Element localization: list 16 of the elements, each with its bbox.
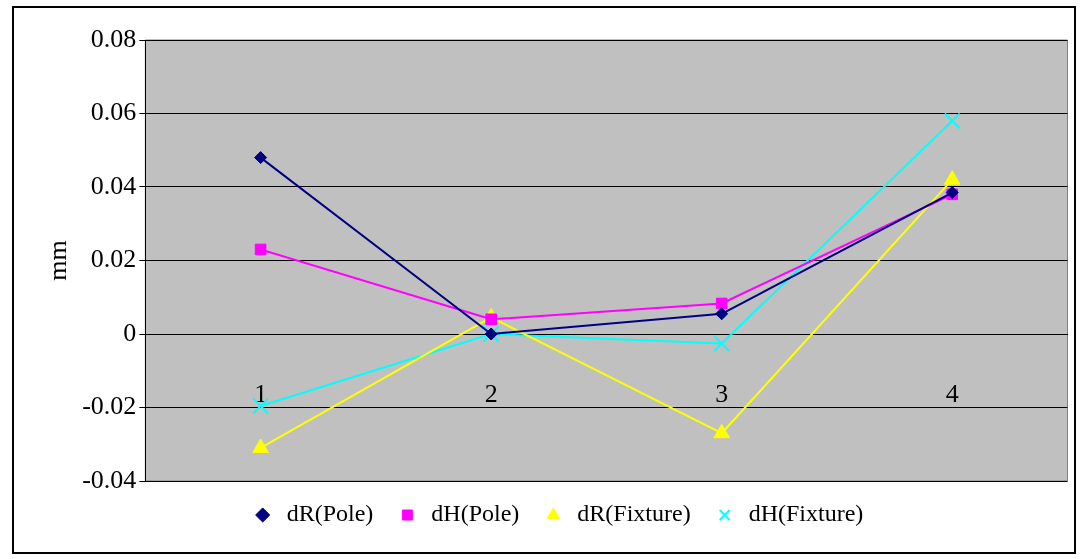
y-axis-title: mm [43, 240, 73, 281]
legend-label: dR(Pole) [286, 500, 374, 527]
y-tick-label: 0.08 [90, 23, 137, 53]
x-tick-label: 4 [945, 379, 959, 409]
legend-label: dH(Fixture) [748, 500, 864, 527]
y-tick-label: 0.04 [90, 170, 137, 200]
y-tick-label: -0.04 [82, 464, 137, 494]
legend-label: dR(Fixture) [577, 500, 691, 527]
x-tick-label: 3 [715, 379, 729, 409]
x-tick-label: 2 [484, 379, 498, 409]
legend-label: dH(Pole) [431, 500, 520, 527]
y-tick-label: -0.02 [82, 391, 137, 421]
y-tick-label: 0.06 [90, 97, 137, 127]
y-tick-label: 0 [123, 317, 137, 347]
x-tick-label: 1 [254, 379, 268, 409]
y-tick-label: 0.02 [90, 244, 137, 274]
